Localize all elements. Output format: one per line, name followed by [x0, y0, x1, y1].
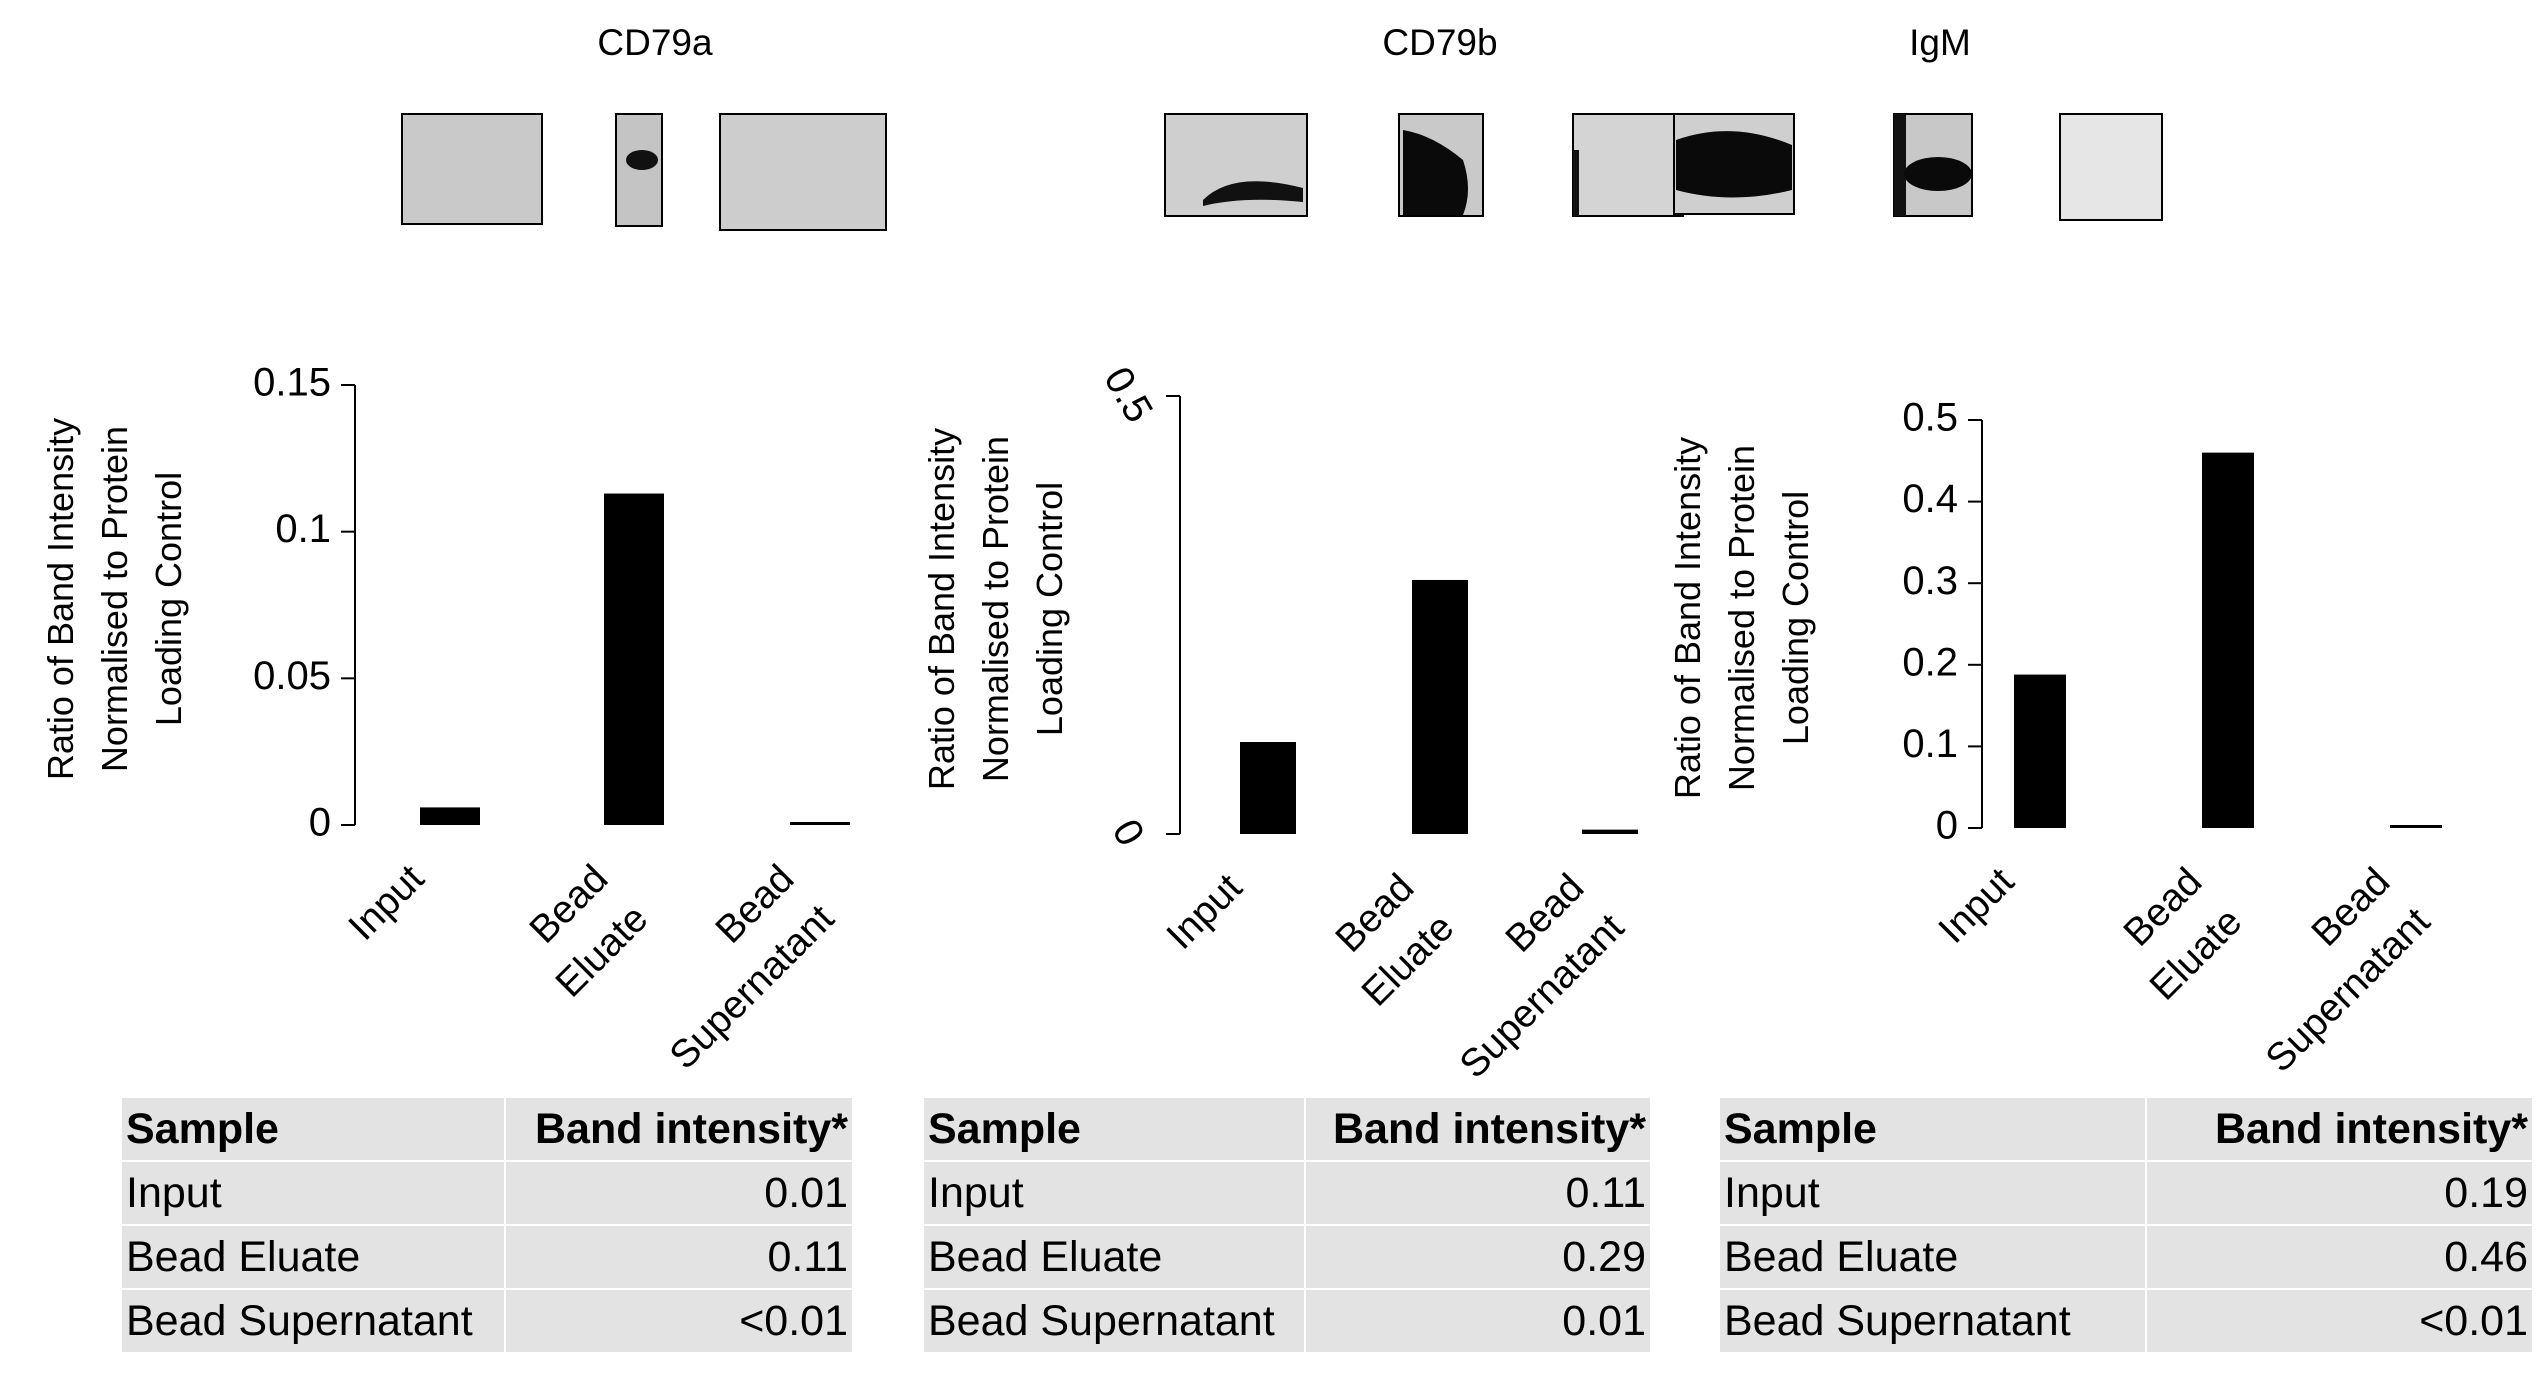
table-row: Bead Supernatant <0.01 [1720, 1289, 2532, 1354]
table-cell-sample: Input [122, 1161, 507, 1226]
table-cell-value: 0.11 [505, 1225, 852, 1290]
y-axis-title-line: Ratio of Band Intensity [40, 418, 81, 780]
data-table-cd79b: Sample Band intensity* Input 0.11 Bead E… [924, 1098, 1650, 1354]
bar [2014, 674, 2066, 828]
western-blot-strip [1673, 113, 2163, 221]
table-header-band-intensity: Band intensity* [2146, 1098, 2532, 1162]
bar [2202, 452, 2254, 828]
bar-chart-cd79a: 0 0.05 0.1 0.15 Ratio of Band Intensity Norma… [40, 361, 850, 1078]
panel-title: IgM [1909, 22, 1971, 63]
table-header-sample: Sample [1720, 1098, 2148, 1162]
y-axis-title-line: Ratio of Band Intensity [921, 428, 962, 790]
y-tick-label: 0 [309, 801, 331, 845]
data-table-cd79a: Sample Band intensity* Input 0.01 Bead E… [122, 1098, 852, 1354]
table-cell-value: 0.01 [505, 1161, 852, 1226]
table-header-band-intensity: Band intensity* [1305, 1098, 1650, 1162]
y-tick-label: 0.4 [1902, 477, 1958, 521]
table-row: Bead Eluate 0.46 [1720, 1225, 2532, 1290]
table-cell-value: 0.29 [1305, 1225, 1650, 1290]
table-row: Input 0.19 [1720, 1161, 2532, 1226]
panel-cd79b: CD79b 0 0.5 Ratio of Band Intensity Normali… [860, 0, 1700, 1376]
y-axis-title-line: Loading Control [1029, 482, 1070, 736]
bar-chart-igm: 0 0.1 0.2 0.3 0.4 0.5 Ratio of Band Intensity N… [1667, 396, 2442, 1081]
table-cell-sample: Bead Supernatant [924, 1289, 1307, 1354]
bar [420, 807, 480, 825]
blot-band [1403, 130, 1468, 215]
panel-title: CD79a [597, 22, 713, 63]
panel-title: CD79b [1382, 22, 1498, 63]
table-cell-value: 0.19 [2146, 1161, 2532, 1226]
table-cell-sample: Input [924, 1161, 1307, 1226]
table-cell-sample: Bead Eluate [122, 1225, 507, 1290]
blot-lane-bead-supernatant [1572, 113, 1684, 217]
table-cell-sample: Input [1720, 1161, 2148, 1226]
y-tick-label: 0.05 [253, 654, 331, 698]
bar [1240, 742, 1296, 834]
table-row: Bead Eluate 0.11 [122, 1225, 852, 1290]
table-header-sample: Sample [924, 1098, 1307, 1162]
table-row: Bead Supernatant 0.01 [924, 1289, 1650, 1354]
panel-igm: IgM 0 0.1 0.2 0.3 0.4 0.5 Ratio of Band Intens… [1667, 0, 2546, 1376]
y-tick-label: 0.5 [1902, 396, 1958, 440]
bar [1582, 829, 1638, 834]
y-axis-title-line: Normalised to Protein [94, 426, 135, 772]
blot-band [1904, 157, 1972, 191]
table-cell-sample: Bead Supernatant [122, 1289, 507, 1354]
x-category-label: Input [1159, 866, 1251, 958]
y-axis-title-line: Ratio of Band Intensity [1667, 437, 1708, 799]
y-tick-label: 0 [1936, 804, 1958, 848]
table-row: Bead Supernatant <0.01 [122, 1289, 852, 1354]
y-tick-label: 0.2 [1902, 640, 1958, 684]
table-cell-sample: Bead Eluate [924, 1225, 1307, 1290]
blot-band [1676, 131, 1792, 198]
blot-lane-bead-supernatant [2059, 113, 2163, 221]
table-header-row: Sample Band intensity* [122, 1098, 852, 1162]
table-cell-value: 0.11 [1305, 1161, 1650, 1226]
y-tick-label: 0.1 [1902, 722, 1958, 766]
y-axis-title-line: Normalised to Protein [1721, 445, 1762, 791]
table-header-row: Sample Band intensity* [1720, 1098, 2532, 1162]
bar [1412, 579, 1468, 834]
blot-lane-bead-eluate [615, 113, 663, 227]
y-tick-label: 0.1 [275, 507, 331, 551]
table-header-row: Sample Band intensity* [924, 1098, 1650, 1162]
x-category-label: Input [341, 857, 433, 949]
x-category-label: Input [1931, 860, 2023, 952]
blot-lane-input [401, 113, 543, 225]
blot-lane-bead-supernatant [719, 113, 887, 231]
table-cell-sample: Bead Supernatant [1720, 1289, 2148, 1354]
western-blot-strip [1164, 113, 1684, 217]
blot-band [1203, 181, 1303, 206]
table-cell-sample: Bead Eluate [1720, 1225, 2148, 1290]
y-tick-label: 0.15 [253, 361, 331, 405]
y-tick-label: 0.5 [1095, 360, 1161, 430]
y-axis-title-line: Normalised to Protein [975, 436, 1016, 782]
table-row: Input 0.11 [924, 1161, 1650, 1226]
bar [2390, 825, 2442, 828]
blot-band [626, 150, 658, 170]
bar [790, 822, 850, 825]
panel-cd79a: CD79a 0 0.05 0.1 0.15 Ratio of Band Intensit… [0, 0, 887, 1376]
y-tick-label: 0.3 [1902, 559, 1958, 603]
table-header-sample: Sample [122, 1098, 507, 1162]
table-row: Input 0.01 [122, 1161, 852, 1226]
y-tick-label: 0 [1103, 812, 1152, 853]
table-row: Bead Eluate 0.29 [924, 1225, 1650, 1290]
table-header-band-intensity: Band intensity* [505, 1098, 852, 1162]
y-axis-title-line: Loading Control [148, 472, 189, 726]
table-cell-value: <0.01 [505, 1289, 852, 1354]
y-axis-title-line: Loading Control [1775, 491, 1816, 745]
table-cell-value: 0.01 [1305, 1289, 1650, 1354]
data-table-igm: Sample Band intensity* Input 0.19 Bead E… [1720, 1098, 2532, 1354]
bar-chart-cd79b: 0 0.5 Ratio of Band Intensity Normalised to… [921, 360, 1638, 1087]
table-cell-value: 0.46 [2146, 1225, 2532, 1290]
table-cell-value: <0.01 [2146, 1289, 2532, 1354]
bar [604, 493, 664, 825]
western-blot-strip [401, 113, 887, 231]
